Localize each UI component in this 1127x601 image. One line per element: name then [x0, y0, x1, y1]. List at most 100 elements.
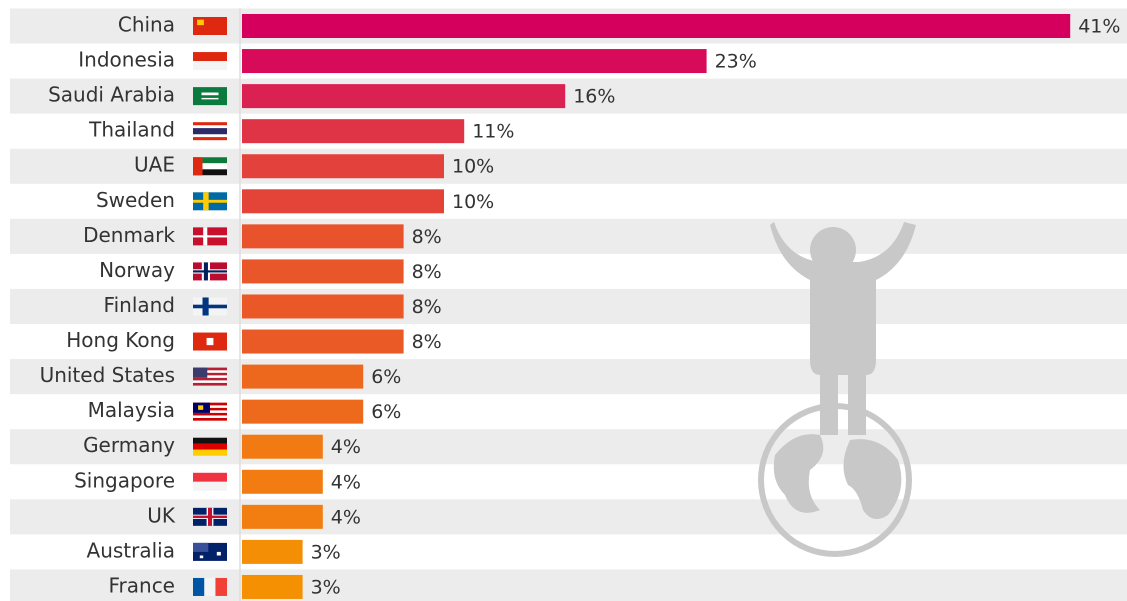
flag-part [193, 450, 227, 456]
bar [242, 505, 323, 529]
flag-part [193, 578, 205, 596]
flag-part [193, 438, 227, 444]
category-label: Finland [104, 293, 175, 317]
bar [242, 435, 323, 459]
flag-part [193, 200, 227, 203]
value-label: 8% [412, 331, 442, 353]
flag-part [193, 87, 227, 105]
bar [242, 400, 363, 424]
bar [242, 330, 404, 354]
category-label: United States [40, 363, 175, 387]
flag-icon [193, 473, 227, 491]
flag-icon [193, 508, 227, 526]
flag-part [193, 61, 227, 70]
row-band [10, 289, 1127, 324]
category-label: Sweden [96, 188, 175, 212]
bar [242, 154, 444, 178]
category-label: Denmark [83, 223, 175, 247]
value-label: 10% [452, 191, 494, 213]
flag-icon [193, 192, 227, 210]
row-bands [10, 8, 1127, 601]
category-label: Indonesia [78, 48, 175, 72]
row-band [10, 359, 1127, 394]
value-label: 6% [371, 366, 401, 388]
flag-icon [193, 17, 227, 35]
row-band [10, 79, 1127, 114]
value-label: 16% [573, 86, 615, 108]
chart: China 41% Indonesia 23% Saudi Arabia 16% Thail… [0, 0, 1127, 601]
bar [242, 224, 404, 248]
bar [242, 49, 707, 73]
category-label: Australia [87, 538, 175, 562]
flag-part [217, 552, 221, 556]
flag-part [202, 98, 219, 99]
flag-icon [193, 333, 227, 351]
bar [242, 14, 1070, 38]
bar [242, 119, 464, 143]
row-band [10, 569, 1127, 601]
bar [242, 259, 404, 283]
category-label: Saudi Arabia [48, 83, 175, 107]
category-label: Norway [99, 258, 175, 282]
category-label: UK [147, 503, 176, 527]
category-label: Hong Kong [66, 328, 175, 352]
flag-icon [193, 438, 227, 456]
value-label: 10% [452, 156, 494, 178]
bar [242, 294, 404, 318]
flag-icon [193, 543, 227, 561]
flag-icon [193, 368, 227, 386]
flag-part [193, 473, 227, 482]
flag-icon [193, 262, 227, 280]
value-label: 4% [331, 506, 361, 528]
flag-icon [193, 52, 227, 70]
flag-part [193, 128, 227, 134]
category-label: Germany [83, 433, 175, 457]
flag-part [193, 235, 227, 237]
category-label: Thailand [88, 118, 175, 142]
bar [242, 470, 323, 494]
category-label: China [118, 13, 175, 37]
flag-part [193, 157, 203, 175]
category-label: Malaysia [88, 398, 175, 422]
flag-part [204, 578, 216, 596]
category-label: Singapore [74, 468, 175, 492]
flag-icon [193, 122, 227, 140]
value-label: 4% [331, 436, 361, 458]
value-label: 8% [412, 261, 442, 283]
value-label: 6% [371, 401, 401, 423]
value-label: 3% [311, 541, 341, 563]
row-band [10, 429, 1127, 464]
flag-part [208, 508, 212, 526]
flag-icon [193, 578, 227, 596]
flag-part [197, 20, 204, 25]
flag-part [215, 578, 227, 596]
row-band [10, 499, 1127, 534]
flag-part [200, 556, 203, 559]
flag-icon [193, 297, 227, 315]
value-label: 41% [1078, 16, 1120, 38]
category-label: UAE [134, 153, 175, 177]
value-label: 3% [311, 576, 341, 598]
bar [242, 365, 363, 389]
flag-icon [193, 87, 227, 105]
flag-part [193, 482, 227, 491]
value-label: 8% [412, 296, 442, 318]
bar [242, 84, 565, 108]
value-label: 11% [472, 121, 514, 143]
value-label: 23% [715, 51, 757, 73]
flag-part [202, 93, 219, 96]
bar [242, 189, 444, 213]
flag-part [193, 543, 208, 552]
flag-icon [193, 227, 227, 245]
value-label: 4% [331, 471, 361, 493]
flag-part [193, 415, 227, 418]
bar [242, 575, 303, 599]
flag-part [193, 52, 227, 61]
flag-icon [193, 403, 227, 421]
flag-part [193, 444, 227, 450]
flag-part [193, 368, 207, 378]
bar [242, 540, 303, 564]
category-label: France [108, 573, 175, 597]
flag-part [198, 405, 203, 410]
page: {"chart_data": {"type": "bar", "orientat… [0, 0, 1127, 601]
